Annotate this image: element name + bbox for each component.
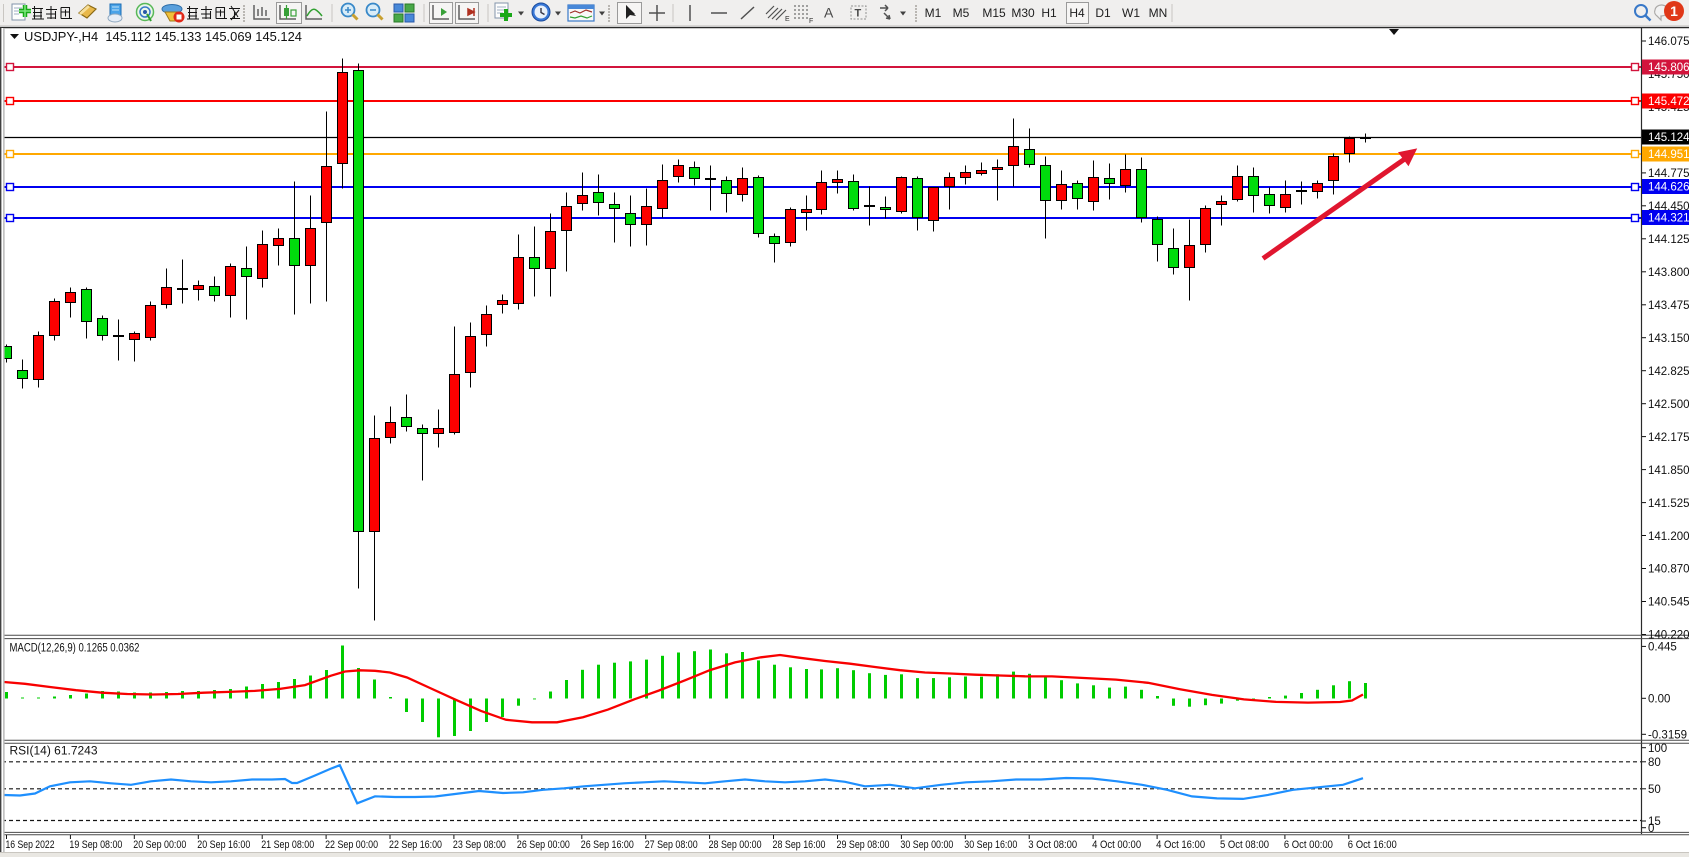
svg-text:144.951: 144.951 [1648,149,1689,161]
svg-text:MACD(12,26,9) 0.1265 0.0362: MACD(12,26,9) 0.1265 0.0362 [10,643,140,655]
svg-text:141.850: 141.850 [1648,465,1689,477]
svg-text:23 Sep 08:00: 23 Sep 08:00 [453,839,506,851]
svg-text:16 Sep 2022: 16 Sep 2022 [6,839,55,851]
svg-text:28 Sep 16:00: 28 Sep 16:00 [773,839,826,851]
svg-text:19 Sep 08:00: 19 Sep 08:00 [69,839,122,851]
svg-text:3 Oct 08:00: 3 Oct 08:00 [1028,839,1077,851]
svg-text:26 Sep 00:00: 26 Sep 00:00 [517,839,570,851]
svg-text:H1: H1 [1041,6,1057,20]
svg-text:100: 100 [1648,743,1667,755]
svg-text:20 Sep 00:00: 20 Sep 00:00 [133,839,186,851]
svg-text:29 Sep 08:00: 29 Sep 08:00 [837,839,890,851]
svg-text:145.124: 145.124 [1648,132,1689,144]
svg-text:6 Oct 00:00: 6 Oct 00:00 [1284,839,1333,851]
svg-text:146.075: 146.075 [1648,36,1689,48]
svg-text:15: 15 [1648,816,1661,828]
svg-text:0.445: 0.445 [1648,642,1677,654]
svg-text:M15: M15 [982,6,1006,20]
svg-text:143.150: 143.150 [1648,333,1689,345]
svg-text:F: F [809,18,813,25]
svg-text:21 Sep 08:00: 21 Sep 08:00 [261,839,314,851]
svg-text:140.870: 140.870 [1648,564,1689,576]
svg-text:0.00: 0.00 [1648,694,1670,706]
svg-text:5 Oct 08:00: 5 Oct 08:00 [1220,839,1269,851]
svg-text:26 Sep 16:00: 26 Sep 16:00 [581,839,634,851]
svg-text:142.175: 142.175 [1648,432,1689,444]
svg-text:27 Sep 08:00: 27 Sep 08:00 [645,839,698,851]
svg-text:W1: W1 [1122,6,1140,20]
svg-text:144.775: 144.775 [1648,168,1689,180]
svg-text:142.825: 142.825 [1648,366,1689,378]
svg-text:0: 0 [1648,823,1654,835]
svg-text:USDJPY-,H4 145.112 145.133 14: USDJPY-,H4 145.112 145.133 145.069 145.1… [24,30,302,44]
svg-text:6 Oct 16:00: 6 Oct 16:00 [1348,839,1397,851]
svg-text:145.472: 145.472 [1648,96,1689,108]
svg-text:20 Sep 16:00: 20 Sep 16:00 [197,839,250,851]
svg-text:A: A [824,5,834,21]
svg-text:M30: M30 [1011,6,1035,20]
svg-text:30 Sep 00:00: 30 Sep 00:00 [900,839,953,851]
svg-text:28 Sep 00:00: 28 Sep 00:00 [709,839,762,851]
svg-text:144.125: 144.125 [1648,234,1689,246]
svg-text:80: 80 [1648,757,1661,769]
svg-text:140.220: 140.220 [1648,630,1689,642]
svg-text:144.626: 144.626 [1648,182,1689,194]
svg-text:141.525: 141.525 [1648,498,1689,510]
svg-text:RSI(14) 61.7243: RSI(14) 61.7243 [10,746,98,758]
svg-text:D1: D1 [1095,6,1111,20]
svg-text:M5: M5 [953,6,970,20]
svg-text:E: E [785,16,790,23]
svg-text:141.200: 141.200 [1648,531,1689,543]
svg-text:MN: MN [1149,6,1168,20]
svg-text:30 Sep 16:00: 30 Sep 16:00 [964,839,1017,851]
svg-text:4 Oct 16:00: 4 Oct 16:00 [1156,839,1205,851]
svg-text:143.800: 143.800 [1648,267,1689,279]
svg-text:145.806: 145.806 [1648,62,1689,74]
svg-text:22 Sep 16:00: 22 Sep 16:00 [389,839,442,851]
svg-text:143.475: 143.475 [1648,300,1689,312]
svg-text:4 Oct 00:00: 4 Oct 00:00 [1092,839,1141,851]
svg-text:M1: M1 [925,6,942,20]
svg-text:22 Sep 00:00: 22 Sep 00:00 [325,839,378,851]
svg-text:144.321: 144.321 [1648,213,1689,225]
svg-text:142.500: 142.500 [1648,399,1689,411]
svg-text:140.545: 140.545 [1648,597,1689,609]
svg-text:-0.3159: -0.3159 [1648,730,1687,742]
svg-text:T: T [855,8,862,20]
svg-text:1: 1 [1670,3,1678,19]
svg-text:H4: H4 [1069,6,1085,20]
svg-text:50: 50 [1648,784,1661,796]
